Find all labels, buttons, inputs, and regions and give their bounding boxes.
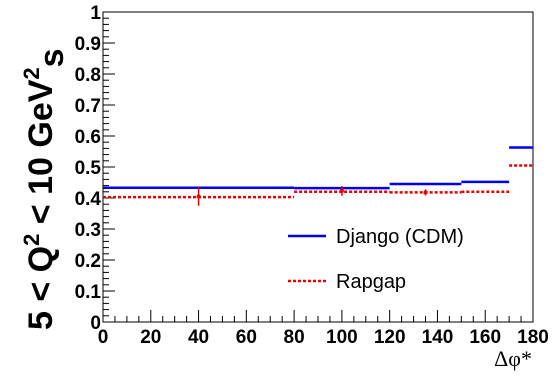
- series-2-marker: [196, 194, 201, 199]
- legend-label-2: Rapgap: [336, 271, 406, 293]
- x-tick-label: 160: [469, 327, 501, 348]
- legend-label-1: Django (CDM): [336, 226, 464, 248]
- x-tick-label: 120: [374, 327, 406, 348]
- y-tick-label: 0.5: [75, 158, 102, 179]
- y-tick-label: 0.1: [75, 282, 102, 303]
- x-tick-label: 140: [422, 327, 454, 348]
- series-2: [103, 164, 533, 206]
- y-tick-label: 0.7: [75, 96, 101, 117]
- x-tick-label: 100: [326, 327, 358, 348]
- y-axis-title-sup1: 2: [19, 234, 44, 246]
- series-2-marker: [423, 190, 428, 195]
- y-tick-label: 0.6: [75, 127, 101, 148]
- x-tick-label: 0: [98, 327, 109, 348]
- svg-text:5 < Q2 < 10 GeV2s: 5 < Q2 < 10 GeV2s: [19, 48, 71, 330]
- x-tick-label: 60: [236, 327, 257, 348]
- y-tick-label: 0.2: [75, 251, 101, 272]
- x-tick-label: 80: [284, 327, 305, 348]
- plot-area: 0 0.1 0.2 0.3 0.4 0.5 0.6 0.7 0.8 0.9 1 0 20 40 60 80 10…: [75, 3, 549, 348]
- y-axis-title-sup2: 2: [19, 67, 44, 79]
- legend: Django (CDM) Rapgap: [288, 226, 464, 293]
- x-tick-label: 40: [188, 327, 209, 348]
- x-axis-title: Δφ*: [494, 346, 532, 371]
- x-tick-label: 180: [517, 327, 549, 348]
- y-tick-label: 0: [90, 313, 101, 334]
- y-axis-title-middle: < 10 GeV: [22, 79, 60, 233]
- plot-frame: [102, 11, 534, 323]
- series-1: [103, 146, 533, 190]
- y-axis-title-suffix: s: [33, 48, 71, 67]
- y-tick-label: 1: [90, 3, 101, 24]
- y-axis-title: 5 < Q2 < 10 GeV2s: [19, 48, 71, 330]
- y-tick-label: 0.8: [75, 65, 101, 86]
- y-tick-label: 0.9: [75, 34, 101, 55]
- y-tick-label: 0.4: [75, 189, 102, 210]
- y-tick-label: 0.3: [75, 220, 101, 241]
- y-axis-title-prefix: 5 < Q: [22, 246, 60, 330]
- series-2-marker: [339, 188, 344, 193]
- x-tick-label: 20: [140, 327, 161, 348]
